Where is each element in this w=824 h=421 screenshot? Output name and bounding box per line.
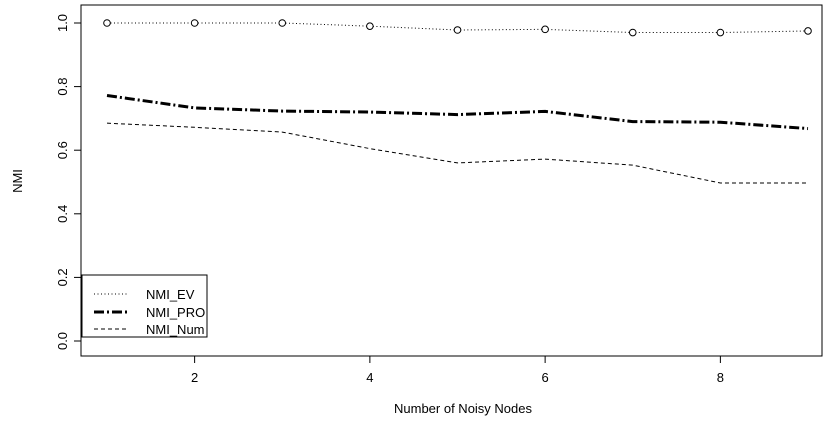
legend-label-nmi-ev: NMI_EV xyxy=(146,287,195,302)
data-point-nmi-ev xyxy=(366,22,374,30)
legend: NMI_EV NMI_PRO NMI_Num xyxy=(81,274,208,338)
x-axis: 2 4 6 8 xyxy=(191,356,724,385)
y-axis-title: NMI xyxy=(10,169,25,193)
data-point-nmi-ev xyxy=(103,19,111,27)
y-tick-label: 0.0 xyxy=(55,332,70,350)
series-layer xyxy=(103,19,812,184)
y-tick-label: 0.8 xyxy=(55,78,70,96)
x-tick-label: 2 xyxy=(191,370,198,385)
plot-frame xyxy=(80,4,823,357)
series-line-nmi-pro xyxy=(106,94,809,131)
data-point-nmi-ev xyxy=(804,27,812,35)
y-tick-label: 0.4 xyxy=(55,205,70,223)
y-axis: 0.0 0.2 0.4 0.6 0.8 1.0 xyxy=(55,14,81,350)
x-tick-label: 4 xyxy=(366,370,373,385)
y-tick-label: 0.6 xyxy=(55,141,70,159)
legend-label-nmi-num: NMI_Num xyxy=(146,322,205,337)
x-tick-label: 6 xyxy=(542,370,549,385)
x-tick-label: 8 xyxy=(717,370,724,385)
y-tick-label: 0.2 xyxy=(55,268,70,286)
data-point-nmi-ev xyxy=(716,28,725,37)
data-point-nmi-ev xyxy=(278,19,287,27)
series-line-nmi-num xyxy=(106,122,808,184)
x-axis-title: Number of Noisy Nodes xyxy=(394,401,532,416)
data-point-nmi-ev xyxy=(190,19,199,27)
data-point-nmi-ev xyxy=(628,28,637,37)
legend-box xyxy=(81,274,208,338)
y-tick-label: 1.0 xyxy=(55,14,70,32)
legend-label-nmi-pro: NMI_PRO xyxy=(146,305,205,320)
data-point-nmi-ev xyxy=(453,26,462,34)
data-point-nmi-ev xyxy=(541,25,549,34)
